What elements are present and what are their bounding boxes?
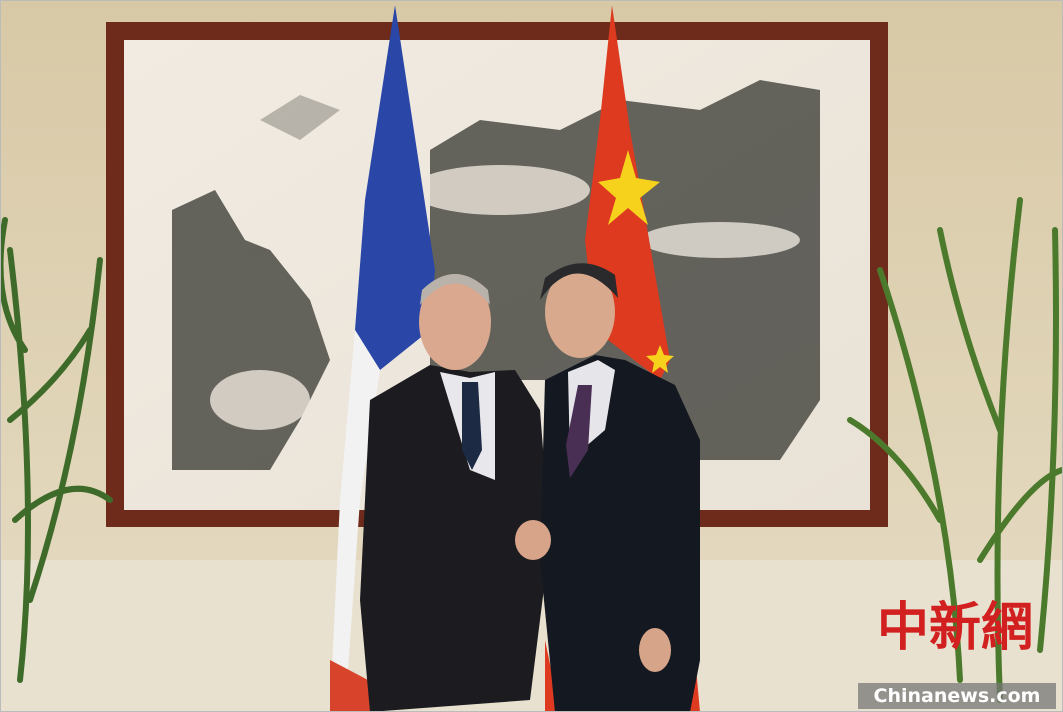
- french-flag: [330, 5, 435, 712]
- plant-right: [847, 197, 1063, 703]
- handshake: [515, 520, 551, 560]
- person-right: [540, 263, 700, 712]
- plant-left: [0, 217, 113, 683]
- watermark-logo: 中新網: [877, 597, 1033, 658]
- mist: [210, 165, 800, 430]
- watermark-site: Chinanews.com: [874, 685, 1041, 707]
- watermark-bar: [858, 683, 1056, 709]
- person-left: [360, 274, 550, 712]
